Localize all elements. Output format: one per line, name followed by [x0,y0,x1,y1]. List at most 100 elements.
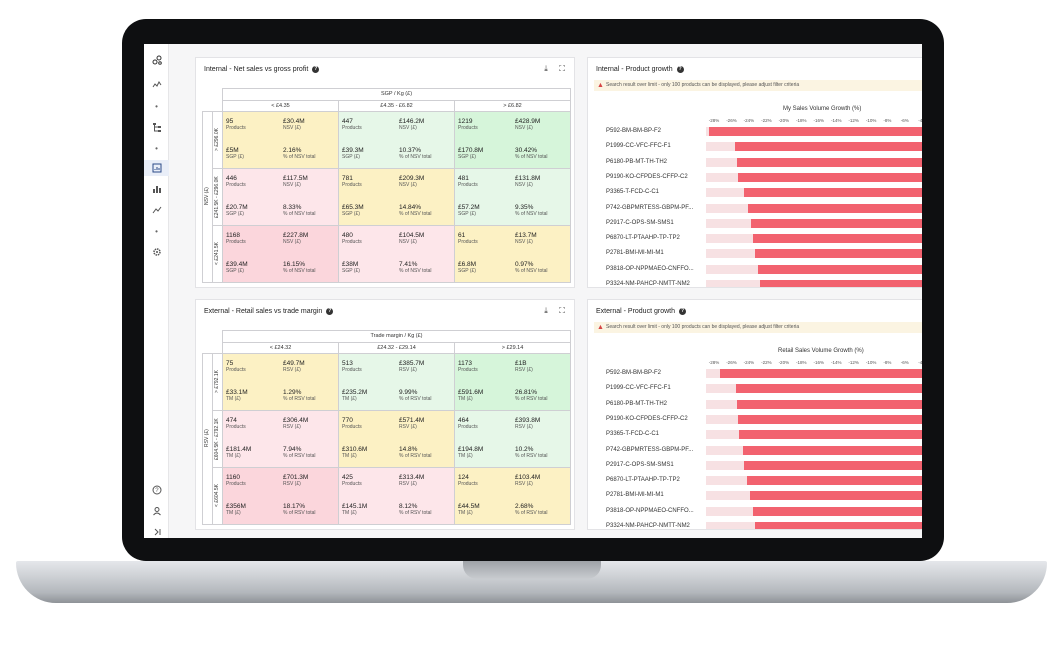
bar[interactable] [753,234,922,244]
expand-icon[interactable] [144,524,169,538]
matrix-cell[interactable]: 425 Products £313.4M RSV (£) £145.1M TM (£) 8.… [338,467,455,525]
share-value: 0.97% [515,261,534,268]
bar[interactable] [739,430,922,440]
matrix-cell[interactable]: 464 Products £393.8M RSV (£) £194.8M TM (£) 10… [454,410,571,468]
margin-value: £6.8M [458,261,477,268]
download-icon[interactable]: ⤓ [544,64,548,73]
row-header: £604.5K - £792.1K [214,418,220,460]
bar[interactable] [743,460,922,470]
bar[interactable] [736,399,922,409]
spark-icon[interactable] [144,77,169,93]
product-label[interactable]: P6870-LT-PTAAHP-TP-TP2 [606,235,680,242]
matrix-cell[interactable]: 61 Products £13.7M NSV (£) £6.8M SGP (£) 0.97%… [454,225,571,283]
matrix-cell[interactable]: 1160 Products £701.3M RSV (£) £356M TM (£) 18.… [222,467,339,525]
product-count: 1168 [226,232,240,239]
bar[interactable] [743,188,922,198]
bar[interactable] [749,491,922,501]
product-label[interactable]: P2781-BMI-MI-MI-M1 [606,250,664,257]
product-label[interactable]: P3324-NM-PAHCP-NMTT-NM2 [606,281,690,287]
help-icon[interactable]: ? [678,308,686,315]
bar[interactable] [709,127,922,136]
bar[interactable] [753,506,922,516]
row-header: > £296.0K [214,128,220,152]
product-label[interactable]: P3324-NM-PAHCP-NMTT-NM2 [606,523,690,529]
fullscreen-icon[interactable]: ⛶ [559,64,565,73]
matrix-cell[interactable]: 75 Products £49.7M RSV (£) £33.1M TM (£) 1.29%… [222,353,339,411]
hierarchy-icon[interactable] [144,119,169,135]
matrix-cell[interactable]: 446 Products £117.5M NSV (£) £20.7M SGP (£) 8.… [222,168,339,226]
product-count: 446 [226,175,237,182]
logo-icon[interactable] [144,52,169,68]
bar[interactable] [758,264,922,274]
bar[interactable] [735,384,922,394]
share-label: % of NSV total [399,154,432,160]
product-label[interactable]: P1999-CC-VFC-FFC-F1 [606,385,671,392]
help-icon[interactable]: ? [326,308,334,315]
matrix-cell[interactable]: 781 Products £209.3M NSV (£) £65.3M SGP (£) 14… [338,168,455,226]
matrix-cell[interactable]: 124 Products £103.4M RSV (£) £44.5M TM (£) 2.6… [454,467,571,525]
bar[interactable] [734,142,922,152]
product-label[interactable]: P6870-LT-PTAAHP-TP-TP2 [606,477,680,484]
bar-chart-icon[interactable] [144,181,169,197]
product-label[interactable]: P6180-PB-MT-TH-TH2 [606,400,668,407]
bar[interactable] [747,476,922,486]
product-label[interactable]: P6180-PB-MT-TH-TH2 [606,158,668,165]
help-icon[interactable]: ? [144,482,169,498]
share-value: 14.8% [399,446,418,453]
bar[interactable] [751,218,922,228]
help-icon[interactable]: ? [312,66,320,73]
matrix-cell[interactable]: 95 Products £30.4M NSV (£) £5M SGP (£) 2.16%% … [222,111,339,169]
product-label[interactable]: P2781-BMI-MI-MI-M1 [606,492,664,499]
settings-icon[interactable] [144,244,169,260]
bar[interactable] [737,157,922,167]
product-label[interactable]: P3365-T-FCD-C-C1 [606,189,660,196]
bar[interactable] [747,203,922,213]
product-label[interactable]: P2917-C-OPS-SM-SMS1 [606,461,674,468]
trend-icon[interactable] [144,202,169,218]
share-label: % of RSV total [515,396,548,402]
user-icon[interactable] [144,503,169,519]
matrix-cell[interactable]: 1173 Products £1B RSV (£) £591.6M TM (£) 26.81… [454,353,571,411]
product-label[interactable]: P9190-KO-CFPDES-CFFP-C2 [606,415,688,422]
bar[interactable] [738,172,922,182]
matrix-cell[interactable]: 770 Products £571.4M RSV (£) £310.6M TM (£) 14… [338,410,455,468]
share-label: % of RSV total [515,510,548,516]
margin-label: SGP (£) [342,211,360,217]
product-label[interactable]: P9190-KO-CFPDES-CFFP-C2 [606,173,688,180]
axis-tick-label: -16% [813,118,825,123]
download-icon[interactable]: ⤓ [544,306,548,315]
axis-tick-label: -12% [848,118,859,123]
matrix-cell[interactable]: 1219 Products £428.9M NSV (£) £170.8M SGP (£)… [454,111,571,169]
product-count: 770 [342,417,353,424]
product-label[interactable]: P2917-C-OPS-SM-SMS1 [606,219,674,226]
share-value: 7.94% [283,446,302,453]
sales-value: £701.3M [283,474,309,481]
matrix-cell[interactable]: 513 Products £385.7M RSV (£) £235.2M TM (£) 9.… [338,353,455,411]
bar[interactable] [754,249,922,259]
col-axis-label: Trade margin / Kg (£) [222,330,571,343]
product-label[interactable]: P3818-OP-NPPMAEO-CNFFO... [606,265,694,272]
bar[interactable] [760,280,922,287]
matrix-cell[interactable]: 480 Products £104.5M NSV (£) £38M SGP (£) 7.41… [338,225,455,283]
dashboard-icon[interactable] [144,160,169,176]
product-label[interactable]: P742-GBPMRTESS-GBPM-PF... [606,204,694,211]
share-value: 30.42% [515,147,538,154]
help-icon[interactable]: ? [676,66,684,73]
product-label[interactable]: P592-BM-BM-BP-F2 [606,128,662,134]
product-label[interactable]: P592-BM-BM-BP-F2 [606,370,662,376]
bar[interactable] [719,369,922,378]
matrix-cell[interactable]: 1168 Products £227.8M NSV (£) £39.4M SGP (£) 1… [222,225,339,283]
bar[interactable] [754,522,922,529]
fullscreen-icon[interactable]: ⛶ [559,306,565,315]
product-label[interactable]: P3818-OP-NPPMAEO-CNFFO... [606,507,694,514]
axis-tick-label: -6% [900,118,909,123]
product-label[interactable]: P742-GBPMRTESS-GBPM-PF... [606,446,694,453]
matrix-cell[interactable]: 481 Products £131.8M NSV (£) £57.2M SGP (£) 9.… [454,168,571,226]
bar[interactable] [738,414,922,424]
matrix-cell[interactable]: 447 Products £146.2M NSV (£) £39.3M SGP (£) 10… [338,111,455,169]
product-label[interactable]: P3365-T-FCD-C-C1 [606,431,660,438]
product-count-label: Products [458,481,478,487]
product-label[interactable]: P1999-CC-VFC-FFC-F1 [606,143,671,150]
bar[interactable] [742,445,922,455]
matrix-cell[interactable]: 474 Products £306.4M RSV (£) £181.4M TM (£) 7.… [222,410,339,468]
